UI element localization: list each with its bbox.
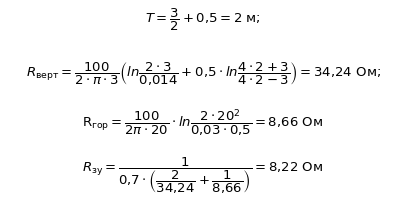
Text: $R_{\text{зу}} = \dfrac{1}{0{,}7 \cdot \left(\dfrac{2}{34{,}24} + \dfrac{1}{8{,}: $R_{\text{зу}} = \dfrac{1}{0{,}7 \cdot \… [82,155,323,196]
Text: $R_{\text{верт}} = \dfrac{100}{2 \cdot \pi \cdot 3}\left(ln\dfrac{2 \cdot 3}{0{,: $R_{\text{верт}} = \dfrac{100}{2 \cdot \… [26,61,379,88]
Text: $\text{R}_{\text{гор}} = \dfrac{100}{2\pi \cdot 20} \cdot ln\dfrac{2 \cdot 20^2}: $\text{R}_{\text{гор}} = \dfrac{100}{2\p… [82,107,323,138]
Text: $T = \dfrac{3}{2} + 0{,}5 = 2\text{ м;}$: $T = \dfrac{3}{2} + 0{,}5 = 2\text{ м;}$ [145,7,260,33]
